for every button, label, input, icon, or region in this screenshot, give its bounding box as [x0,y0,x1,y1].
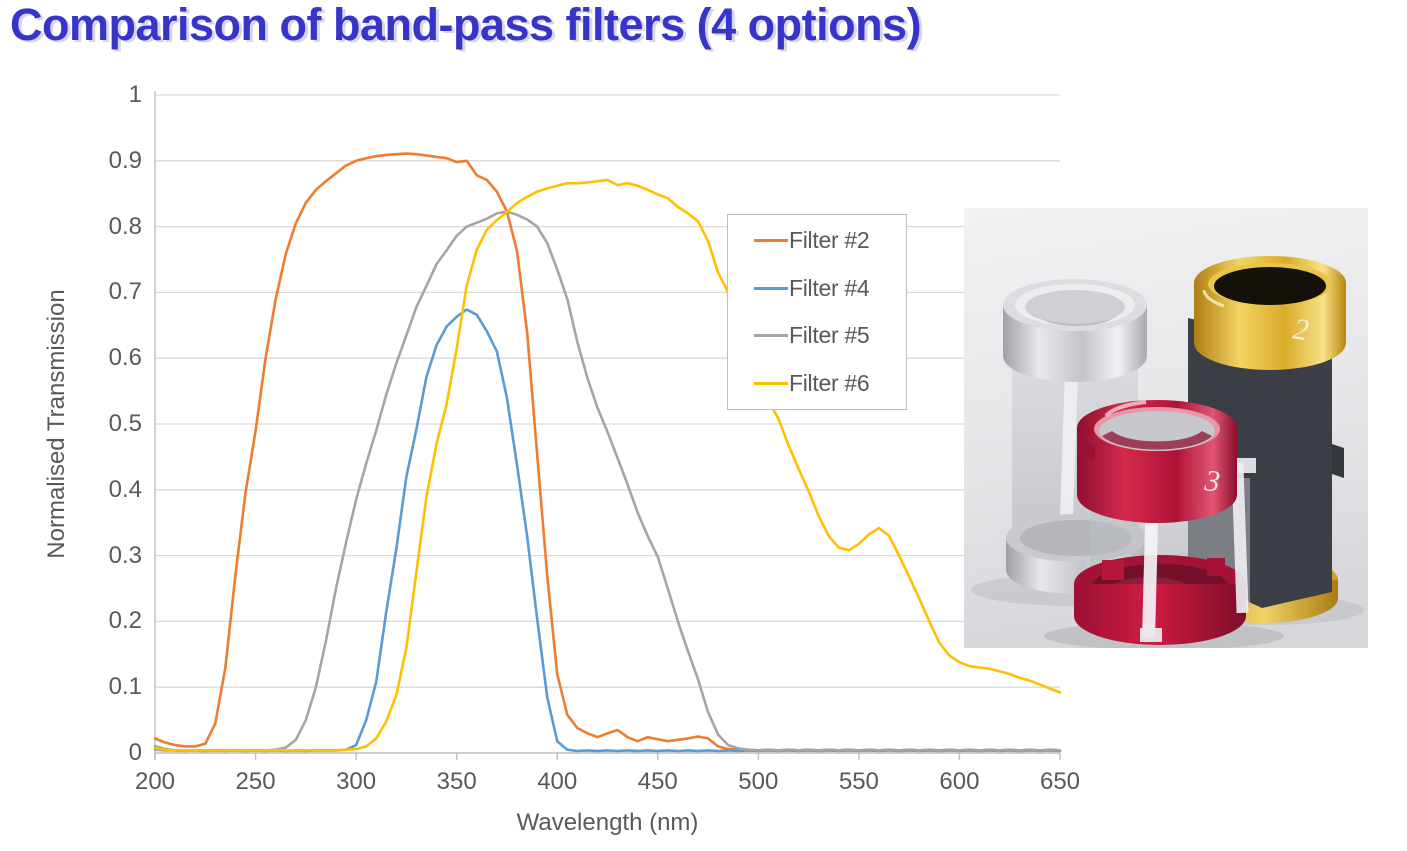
y-axis-tick-label: 0.5 [108,410,142,437]
legend-swatch [754,239,788,243]
x-axis-tick-label: 300 [336,768,377,795]
inset-photo-filter-holders: 2 [964,208,1368,650]
x-axis-tick-label: 600 [939,768,980,795]
x-axis-tick-label: 550 [838,768,879,795]
y-axis-tick-label: 0.4 [108,475,142,503]
series-line-filter-6 [153,178,1062,752]
x-axis-tick-label: 400 [537,768,578,795]
y-axis-tick-label: 0.7 [108,278,142,306]
page-title: Comparison of band-pass filters (4 optio… [10,0,922,50]
y-axis-tick-label: 0.3 [108,541,142,569]
x-axis-tick-label: 250 [235,768,276,795]
legend-item-filter-5: Filter #5 [754,313,906,359]
x-axis-tick-label: 650 [1039,768,1081,795]
x-axis-title: Wavelength (nm) [516,809,699,836]
x-axis-tick-label: 500 [738,768,779,795]
y-axis-tick-label: 0.8 [108,212,142,240]
legend-label: Filter #2 [789,227,870,254]
y-axis-tick-label: 1 [128,81,142,108]
chart-legend: Filter #2 Filter #4 Filter #5 Filter #6 [727,214,907,410]
legend-swatch [754,334,788,338]
red-filter-holder: 3 [1074,400,1256,645]
legend-item-filter-4: Filter #4 [754,265,906,311]
gold-holder-number: 2 [1291,312,1311,347]
legend-label: Filter #6 [789,369,870,396]
series-line-filter-5 [153,210,1062,752]
legend-swatch [754,381,788,385]
y-axis-tick-label: 0 [128,739,142,766]
legend-label: Filter #5 [789,322,870,349]
series-line-filter-2 [153,152,1062,752]
y-axis-tick-label: 0.9 [108,146,142,174]
x-axis-tick-label: 450 [637,768,678,795]
x-axis-tick-label: 200 [134,768,176,795]
legend-item-filter-2: Filter #2 [754,218,906,264]
y-axis-tick-label: 0.1 [108,673,142,701]
legend-swatch [754,286,788,290]
red-holder-number: 3 [1202,464,1221,498]
filter-holders-illustration: 2 [964,208,1368,650]
y-axis-tick-label: 0.2 [108,607,142,635]
series-line-filter-4 [153,308,1062,753]
x-axis-tick-label: 350 [436,768,477,795]
y-axis-tick-label: 0.6 [108,344,142,372]
legend-item-filter-6: Filter #6 [754,360,906,406]
legend-label: Filter #4 [789,274,870,301]
